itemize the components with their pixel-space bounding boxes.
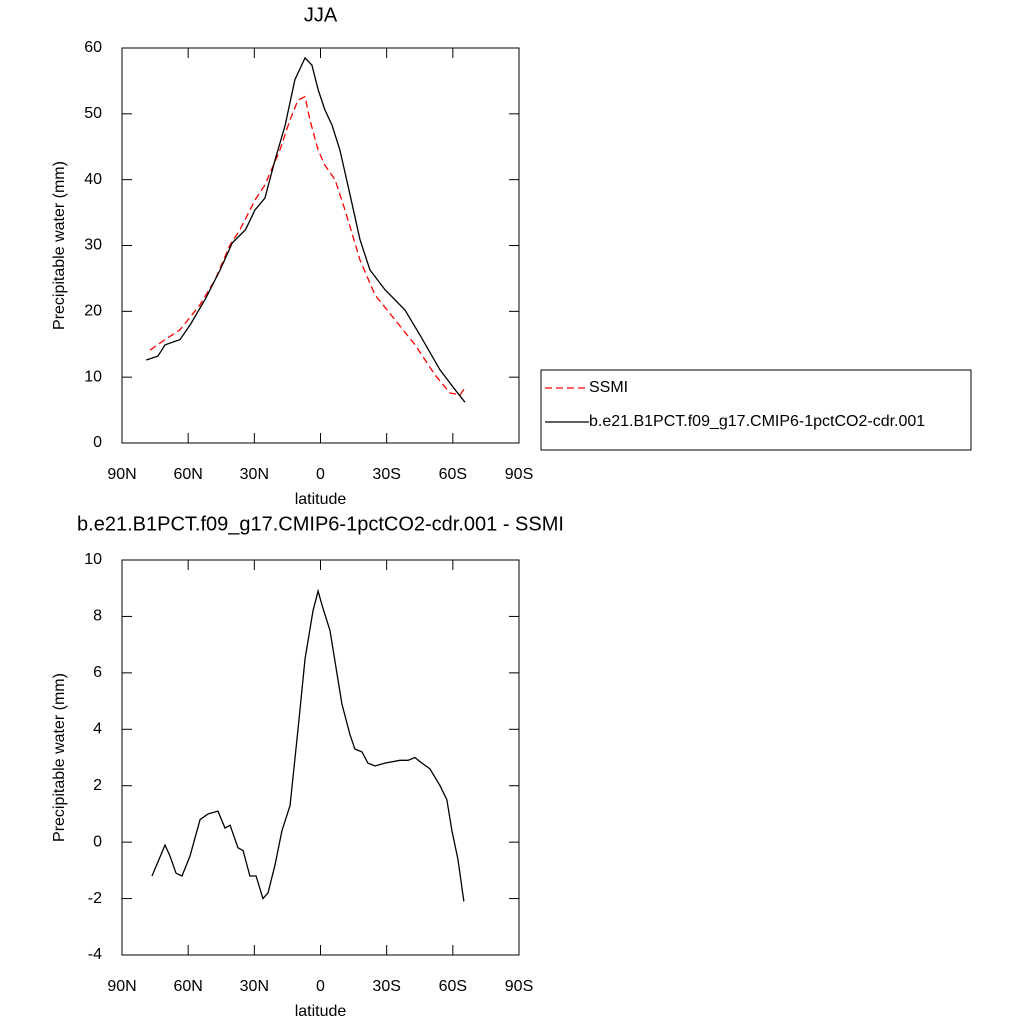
x-tick-label: 90S	[505, 978, 533, 995]
legend-label: SSMI	[589, 379, 628, 396]
x-tick-label: 90N	[107, 978, 136, 995]
x-tick-label: 90N	[107, 466, 136, 483]
data-line	[146, 56, 466, 403]
x-tick-label: 30S	[372, 978, 400, 995]
y-axis-label: Precipitable water (mm)	[51, 161, 68, 330]
y-tick-label: 0	[93, 833, 102, 850]
chart-title: JJA	[304, 4, 338, 26]
y-tick-label: -4	[88, 946, 102, 963]
y-tick-label: 40	[84, 171, 102, 188]
y-tick-label: 60	[84, 39, 102, 56]
y-tick-label: 6	[93, 664, 102, 681]
x-tick-label: 90S	[505, 466, 533, 483]
y-tick-label: 10	[84, 368, 102, 385]
y-tick-label: 10	[84, 551, 102, 568]
x-tick-label: 30N	[240, 466, 269, 483]
y-tick-label: 4	[93, 721, 102, 738]
x-tick-label: 30S	[372, 466, 400, 483]
x-tick-label: 0	[316, 978, 325, 995]
x-tick-label: 60N	[173, 978, 202, 995]
y-tick-label: 8	[93, 608, 102, 625]
plot-frame	[121, 559, 520, 956]
data-line	[149, 95, 466, 396]
data-line	[151, 588, 465, 902]
x-tick-label: 0	[316, 466, 325, 483]
y-tick-label: 20	[84, 303, 102, 320]
chart-title: b.e21.B1PCT.f09_g17.CMIP6-1pctCO2-cdr.00…	[77, 513, 564, 535]
y-tick-label: 0	[93, 434, 102, 451]
x-tick-label: 60N	[173, 466, 202, 483]
y-tick-label: 50	[84, 105, 102, 122]
y-tick-label: -2	[88, 890, 102, 907]
x-tick-label: 30N	[240, 978, 269, 995]
plot-frame	[121, 47, 520, 444]
y-tick-label: 2	[93, 777, 102, 794]
x-axis-label: latitude	[295, 491, 347, 508]
x-tick-label: 60S	[439, 466, 467, 483]
y-axis-label: Precipitable water (mm)	[51, 673, 68, 842]
y-tick-label: 30	[84, 237, 102, 254]
legend-box	[540, 369, 972, 451]
x-tick-label: 60S	[439, 978, 467, 995]
legend-label: b.e21.B1PCT.f09_g17.CMIP6-1pctCO2-cdr.00…	[589, 413, 925, 430]
x-axis-label: latitude	[295, 1003, 347, 1020]
